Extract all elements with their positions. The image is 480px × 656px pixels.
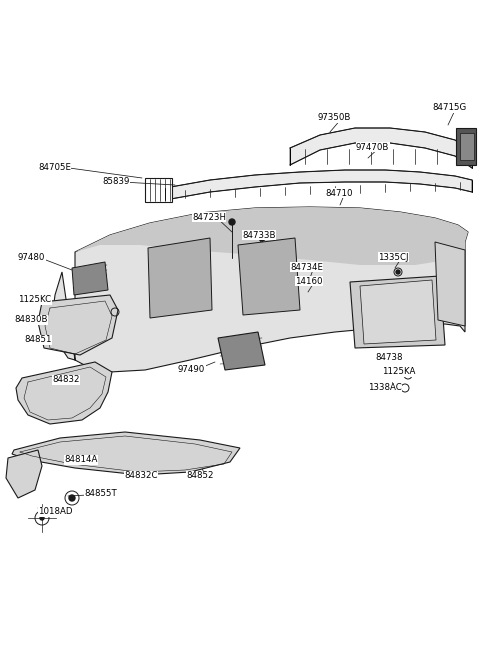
Polygon shape [350, 276, 445, 348]
Polygon shape [148, 238, 212, 318]
Polygon shape [72, 262, 108, 295]
Circle shape [259, 235, 265, 241]
Text: 84830B: 84830B [14, 316, 48, 325]
Polygon shape [165, 170, 472, 200]
Polygon shape [456, 128, 476, 165]
Text: 84814A: 84814A [64, 455, 97, 464]
Text: 97490: 97490 [178, 365, 205, 373]
Text: 1018AD: 1018AD [38, 508, 72, 516]
Polygon shape [38, 295, 118, 355]
Text: 84852: 84852 [186, 472, 214, 480]
Circle shape [396, 270, 400, 274]
Polygon shape [435, 242, 465, 326]
Polygon shape [290, 128, 472, 168]
Polygon shape [16, 362, 112, 424]
Text: 84715G: 84715G [432, 104, 466, 112]
Text: 84723H: 84723H [192, 213, 226, 222]
Text: 85839: 85839 [102, 178, 130, 186]
Polygon shape [218, 332, 265, 370]
Text: 84738: 84738 [375, 352, 403, 361]
Polygon shape [52, 207, 468, 372]
Text: 14160: 14160 [295, 276, 323, 285]
Text: 1125KC: 1125KC [18, 295, 51, 304]
Text: 84832: 84832 [52, 375, 80, 384]
Polygon shape [75, 207, 468, 265]
Polygon shape [360, 280, 436, 344]
Text: 97480: 97480 [18, 253, 46, 262]
Text: 84734E: 84734E [290, 262, 323, 272]
Text: 1338AC: 1338AC [368, 384, 402, 392]
Polygon shape [6, 450, 42, 498]
Text: 84851: 84851 [24, 335, 51, 344]
Text: 84710: 84710 [325, 188, 352, 197]
Polygon shape [145, 178, 172, 202]
Circle shape [229, 219, 235, 225]
Text: 97350B: 97350B [318, 113, 351, 123]
Circle shape [40, 516, 44, 520]
Text: 1335CJ: 1335CJ [378, 253, 408, 262]
Text: 84733B: 84733B [242, 230, 276, 239]
Text: 1125KA: 1125KA [382, 367, 415, 377]
Text: 84705E: 84705E [38, 163, 71, 171]
Polygon shape [12, 432, 240, 475]
Circle shape [69, 495, 75, 501]
Text: 84832C: 84832C [124, 472, 157, 480]
Polygon shape [460, 133, 474, 160]
Text: 84855T: 84855T [84, 489, 117, 499]
Polygon shape [238, 238, 300, 315]
Text: 97470B: 97470B [356, 142, 389, 152]
